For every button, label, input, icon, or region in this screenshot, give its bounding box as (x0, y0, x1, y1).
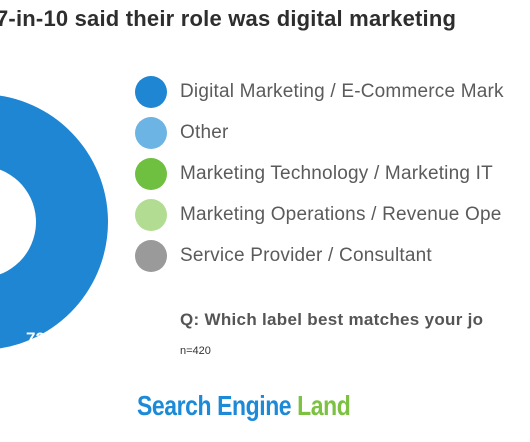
legend-item: Other (135, 115, 229, 151)
legend-label: Service Provider / Consultant (180, 245, 432, 266)
legend-item: Marketing Operations / Revenue Ope (135, 197, 502, 233)
legend-swatch (135, 199, 167, 231)
legend-swatch (135, 117, 167, 149)
legend-swatch (135, 158, 167, 190)
legend-swatch (135, 240, 167, 272)
legend-label: Marketing Technology / Marketing IT (180, 163, 493, 184)
data-label: 72% (26, 329, 60, 348)
legend-swatch (135, 76, 167, 108)
legend-item: Service Provider / Consultant (135, 238, 432, 274)
legend-label: Other (180, 122, 229, 143)
legend-label: Marketing Operations / Revenue Ope (180, 204, 502, 225)
chart-title: 7-in-10 said their role was digital mark… (0, 6, 457, 31)
logo-text-accent: Land (297, 390, 351, 421)
donut-slice (0, 95, 108, 349)
legend-item: Marketing Technology / Marketing IT (135, 156, 493, 192)
sample-size: n=420 (180, 345, 211, 357)
survey-question: Q: Which label best matches your jo (180, 310, 484, 329)
logo-text-main: Search Engine (137, 390, 298, 421)
search-engine-land-logo: Search Engine Land (137, 390, 351, 422)
legend-item: Digital Marketing / E-Commerce Mark (135, 74, 504, 110)
legend-label: Digital Marketing / E-Commerce Mark (180, 81, 504, 102)
